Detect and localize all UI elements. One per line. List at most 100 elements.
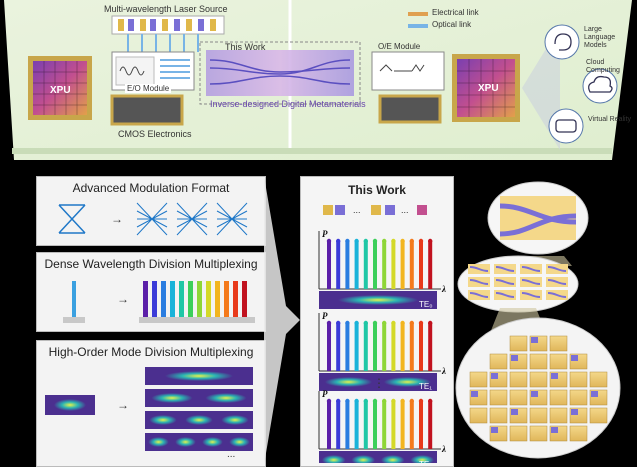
wafer-die-marker — [591, 391, 598, 397]
spectrum-peak — [345, 238, 350, 244]
mode-lobe — [324, 377, 373, 387]
spectrum-peak — [372, 320, 378, 326]
wdm-graphic: → — [63, 281, 255, 323]
wdm-bar — [143, 281, 148, 317]
wafer-die — [529, 353, 548, 370]
spectrum-line — [336, 401, 341, 449]
eo-module-label: E/O Module — [125, 84, 172, 93]
app-cloud-label: Cloud Computing — [586, 59, 620, 74]
mode-lobe — [321, 455, 346, 463]
spectrum-peak — [391, 238, 396, 244]
wafer-die-marker — [531, 337, 538, 343]
lambda-axis-label: λ — [441, 284, 446, 294]
metamaterials-label: Inverse-designed Digital Metamaterials — [210, 99, 366, 109]
lambda-axis-label: λ — [441, 366, 446, 376]
wafer-die — [489, 407, 508, 424]
wafer-die — [529, 407, 548, 424]
spectrum-peak — [345, 320, 350, 326]
wafer-die-marker — [511, 355, 518, 361]
oe-chip — [378, 94, 442, 124]
wdm-bar — [233, 281, 238, 317]
wafer-die-marker — [491, 427, 498, 433]
spectrum-peak — [363, 238, 368, 244]
mode-lobe — [383, 377, 432, 387]
spectrum-peak — [354, 238, 359, 244]
modulation-graphic: → — [58, 202, 248, 236]
spectrum-peak — [326, 320, 332, 326]
spectrum-line — [354, 241, 359, 289]
wafer-die — [469, 407, 488, 424]
power-axis-label: P — [322, 311, 328, 321]
mode-lobe — [351, 455, 376, 463]
wdm-bar — [152, 281, 157, 317]
svg-text:→: → — [111, 212, 123, 226]
spectrum-peak — [382, 398, 387, 404]
mdm-mode-lobe — [148, 437, 169, 447]
spectrum-peak — [336, 238, 341, 244]
mdm-mode-lobe — [175, 437, 196, 447]
spectrum-line — [400, 323, 405, 371]
wdm-bar — [197, 281, 202, 317]
app-llm-label: Large Language Models — [584, 26, 616, 49]
wafer-die — [469, 371, 488, 388]
mdm-mode-lobe — [205, 393, 247, 403]
wafer-die — [489, 353, 508, 370]
svg-text:→: → — [117, 292, 129, 306]
spectrum-line — [363, 323, 368, 371]
wafer-die — [529, 371, 548, 388]
spectrum-peak — [391, 320, 396, 326]
spectrum-line — [327, 401, 331, 449]
spectrum-line — [400, 241, 405, 289]
spectrum-line — [345, 401, 350, 449]
modulation-title: Advanced Modulation Format — [72, 181, 230, 195]
wafer-die — [489, 389, 508, 406]
spectrum-line — [373, 323, 377, 371]
mode-lobe — [380, 455, 405, 463]
wafer-die — [509, 371, 528, 388]
mdm-ellipsis: ... — [227, 449, 236, 460]
lambda-axis-label: λ — [441, 444, 446, 454]
wdm-bar — [224, 281, 229, 317]
laser-source-label: Multi-wavelength Laser Source — [104, 4, 228, 14]
llm-circle — [544, 24, 580, 60]
spectrum-line — [336, 323, 341, 371]
spectrum-peak — [363, 320, 368, 326]
svg-text:→: → — [117, 398, 129, 412]
source-chip — [417, 205, 427, 215]
wafer-die-marker — [511, 409, 518, 415]
wafer-die-marker — [471, 391, 478, 397]
spectrum-line — [327, 323, 331, 371]
spectrum-line — [428, 323, 433, 371]
spectrum-peak — [326, 398, 332, 404]
spectrum-line — [419, 401, 423, 449]
mdm-mode-strip — [145, 433, 253, 451]
zoom-graphic — [455, 181, 621, 459]
spectrum-peak — [409, 238, 414, 244]
mdm-mode-lobe — [202, 437, 223, 447]
mdm-mode-lobe — [165, 371, 233, 381]
wafer-die-marker — [551, 373, 558, 379]
wdm-bar — [215, 281, 220, 317]
wafer-die-marker — [571, 355, 578, 361]
wafer-die — [549, 353, 568, 370]
wafer-die — [509, 389, 528, 406]
wdm-bar — [188, 281, 193, 317]
spectrum-peak — [400, 398, 405, 404]
source-chip — [385, 205, 395, 215]
wafer-die — [569, 371, 588, 388]
legend-optical: Optical link — [432, 20, 472, 29]
mode-lobe — [410, 455, 435, 463]
this-work-box — [199, 41, 361, 105]
wafer-die — [589, 371, 608, 388]
xpu-left-label: XPU — [50, 85, 71, 96]
spectrum-line — [419, 241, 423, 289]
wdm-bar — [161, 281, 166, 317]
wafer-die — [549, 407, 568, 424]
spectrum-line — [419, 323, 423, 371]
spectrum-line — [409, 401, 414, 449]
spectrum-peak — [428, 320, 433, 326]
mdm-graphic: → — [45, 367, 253, 451]
spectrum-peak — [372, 398, 378, 404]
cmos-label: CMOS Electronics — [118, 129, 192, 139]
wdm-bar — [170, 281, 175, 317]
